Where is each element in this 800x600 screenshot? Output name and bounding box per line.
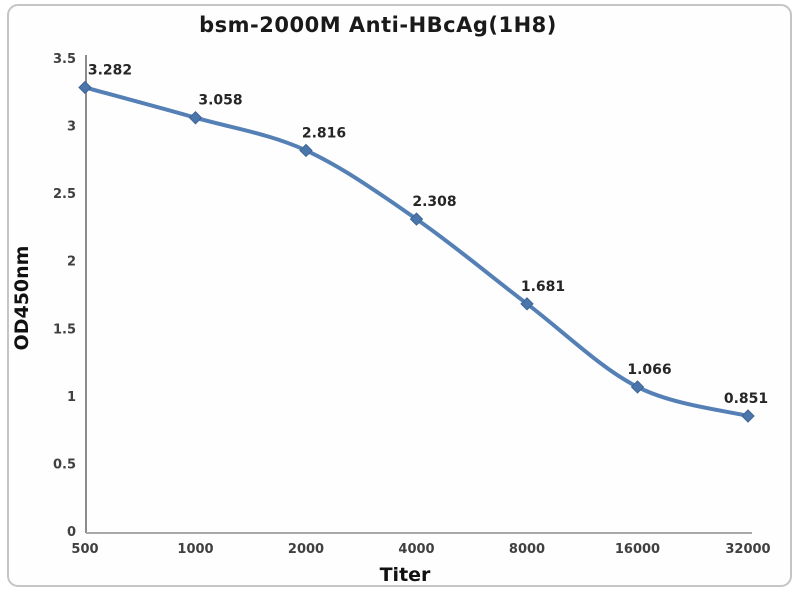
x-tick-label: 8000 — [509, 542, 545, 557]
series-markers — [78, 80, 755, 423]
data-point-marker — [299, 143, 313, 158]
y-axis-tick-labels: 3.5 3 2.5 2 1.5 1 0.5 0 — [53, 52, 76, 540]
data-point-label: 1.066 — [627, 362, 671, 378]
x-tick-label: 500 — [71, 542, 98, 557]
data-point-marker — [741, 409, 755, 423]
data-point-marker — [78, 80, 92, 95]
x-tick-label: 2000 — [288, 542, 324, 557]
data-point-label: 2.308 — [412, 194, 456, 210]
chart-frame-border — [7, 4, 792, 587]
x-axis-title: Titer — [380, 564, 431, 586]
data-point-label: 2.816 — [302, 125, 346, 141]
y-tick-label: 0.5 — [53, 457, 76, 472]
x-tick-label: 16000 — [615, 542, 660, 557]
y-tick-label: 0 — [67, 525, 76, 540]
data-point-marker — [188, 111, 203, 125]
y-tick-label: 2 — [67, 255, 76, 270]
chart-title: bsm-2000M Anti-HBcAg(1H8) — [199, 13, 557, 37]
y-axis-title: OD450nm — [11, 246, 33, 351]
data-point-label: 1.681 — [521, 279, 565, 295]
data-point-label: 0.851 — [724, 391, 768, 407]
y-tick-label: 3.5 — [53, 52, 76, 67]
data-point-marker — [630, 380, 645, 394]
data-point-marker — [409, 212, 424, 226]
data-point-label: 3.058 — [198, 93, 242, 109]
data-point-marker — [520, 297, 534, 311]
x-tick-label: 4000 — [398, 542, 434, 557]
y-tick-label: 3 — [67, 120, 76, 135]
x-tick-label: 32000 — [725, 542, 770, 557]
y-tick-label: 1.5 — [53, 322, 76, 337]
x-axis-tick-labels: 500 1000 2000 4000 8000 16000 32000 — [71, 542, 770, 557]
data-point-label: 3.282 — [88, 62, 132, 78]
series-data-labels: 3.282 3.058 2.816 2.308 1.681 1.066 0.851 — [88, 62, 768, 407]
y-tick-label: 2.5 — [53, 187, 76, 202]
y-tick-label: 1 — [67, 390, 76, 405]
x-tick-label: 1000 — [177, 542, 213, 557]
